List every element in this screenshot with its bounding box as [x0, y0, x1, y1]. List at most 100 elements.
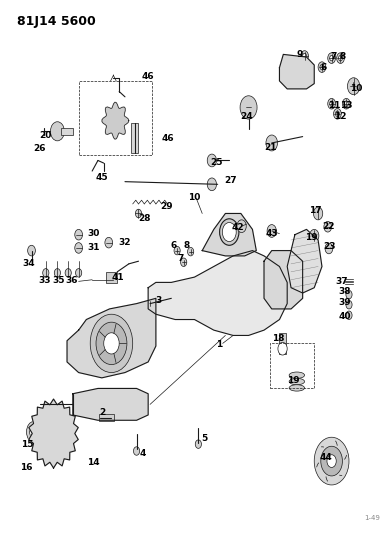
- Circle shape: [314, 437, 349, 485]
- FancyBboxPatch shape: [99, 414, 114, 421]
- Text: 1: 1: [217, 341, 223, 350]
- Ellipse shape: [289, 385, 305, 391]
- Circle shape: [45, 418, 49, 425]
- FancyArrowPatch shape: [317, 463, 319, 467]
- Circle shape: [195, 440, 202, 448]
- FancyBboxPatch shape: [279, 333, 286, 354]
- Circle shape: [310, 229, 319, 242]
- Text: 31: 31: [87, 243, 100, 252]
- Circle shape: [267, 224, 276, 237]
- Text: 35: 35: [52, 276, 65, 285]
- Polygon shape: [202, 214, 256, 256]
- Circle shape: [41, 435, 46, 441]
- Text: 32: 32: [119, 238, 131, 247]
- Text: 2: 2: [100, 408, 106, 417]
- Text: 20: 20: [40, 131, 52, 140]
- Text: 8: 8: [184, 241, 190, 250]
- Text: 5: 5: [201, 434, 207, 443]
- Circle shape: [301, 51, 308, 61]
- Circle shape: [325, 243, 333, 254]
- Text: 44: 44: [319, 453, 332, 462]
- Circle shape: [220, 219, 239, 245]
- FancyArrowPatch shape: [336, 441, 337, 446]
- Circle shape: [28, 245, 35, 256]
- Polygon shape: [73, 389, 148, 420]
- Text: 27: 27: [224, 175, 237, 184]
- Text: 24: 24: [241, 112, 253, 122]
- Circle shape: [320, 64, 324, 70]
- Polygon shape: [67, 298, 156, 378]
- Circle shape: [133, 447, 140, 455]
- Text: 14: 14: [87, 458, 99, 467]
- Circle shape: [346, 290, 352, 299]
- Text: 23: 23: [323, 243, 336, 252]
- Circle shape: [344, 101, 348, 107]
- Text: 19: 19: [287, 376, 299, 385]
- Circle shape: [336, 53, 344, 63]
- Text: 9: 9: [297, 50, 303, 59]
- Text: 11: 11: [328, 101, 340, 110]
- Circle shape: [46, 423, 61, 444]
- Text: 15: 15: [21, 440, 34, 449]
- Circle shape: [207, 154, 217, 167]
- Text: 6: 6: [321, 63, 327, 71]
- Circle shape: [328, 53, 335, 63]
- Circle shape: [314, 207, 323, 220]
- Text: 21: 21: [265, 143, 277, 152]
- Circle shape: [187, 247, 194, 256]
- Text: 10: 10: [187, 193, 200, 202]
- Text: 25: 25: [211, 158, 223, 167]
- Circle shape: [90, 314, 133, 373]
- Polygon shape: [29, 399, 78, 468]
- Text: 81J14 5600: 81J14 5600: [17, 14, 96, 28]
- Text: 33: 33: [39, 276, 51, 285]
- Text: 29: 29: [160, 201, 173, 211]
- Circle shape: [297, 71, 305, 82]
- Circle shape: [111, 114, 120, 127]
- Circle shape: [346, 311, 352, 319]
- Circle shape: [330, 55, 333, 61]
- Text: 10: 10: [350, 84, 363, 93]
- Polygon shape: [287, 229, 322, 293]
- Circle shape: [333, 109, 341, 119]
- Text: 4: 4: [139, 449, 145, 458]
- Text: 40: 40: [338, 312, 350, 321]
- Text: 22: 22: [322, 222, 335, 231]
- Text: 41: 41: [112, 272, 124, 281]
- Text: 36: 36: [66, 276, 78, 285]
- Circle shape: [335, 111, 339, 116]
- Circle shape: [75, 243, 82, 253]
- Circle shape: [51, 445, 56, 451]
- Circle shape: [324, 221, 331, 232]
- Circle shape: [303, 53, 307, 59]
- Circle shape: [58, 418, 62, 425]
- Circle shape: [174, 246, 180, 255]
- Circle shape: [346, 301, 352, 309]
- Text: 34: 34: [22, 260, 35, 268]
- Polygon shape: [279, 54, 314, 89]
- Circle shape: [351, 84, 355, 89]
- Circle shape: [338, 55, 342, 61]
- Circle shape: [207, 178, 217, 191]
- Text: 30: 30: [87, 229, 100, 238]
- Text: 1-49: 1-49: [364, 515, 380, 521]
- Circle shape: [222, 222, 236, 241]
- Polygon shape: [102, 102, 129, 139]
- Text: 37: 37: [336, 277, 348, 286]
- Text: 13: 13: [340, 101, 352, 110]
- Text: 39: 39: [338, 298, 350, 307]
- Text: 26: 26: [33, 144, 46, 153]
- Circle shape: [349, 81, 357, 92]
- FancyArrowPatch shape: [345, 455, 347, 459]
- Text: 17: 17: [309, 206, 322, 215]
- Circle shape: [54, 269, 60, 277]
- Circle shape: [51, 122, 64, 141]
- Circle shape: [135, 209, 142, 217]
- Text: 46: 46: [161, 134, 174, 143]
- Circle shape: [237, 220, 246, 232]
- FancyBboxPatch shape: [61, 127, 73, 135]
- Polygon shape: [148, 251, 287, 335]
- Polygon shape: [264, 251, 303, 309]
- Circle shape: [75, 229, 82, 240]
- Text: 8: 8: [339, 52, 345, 61]
